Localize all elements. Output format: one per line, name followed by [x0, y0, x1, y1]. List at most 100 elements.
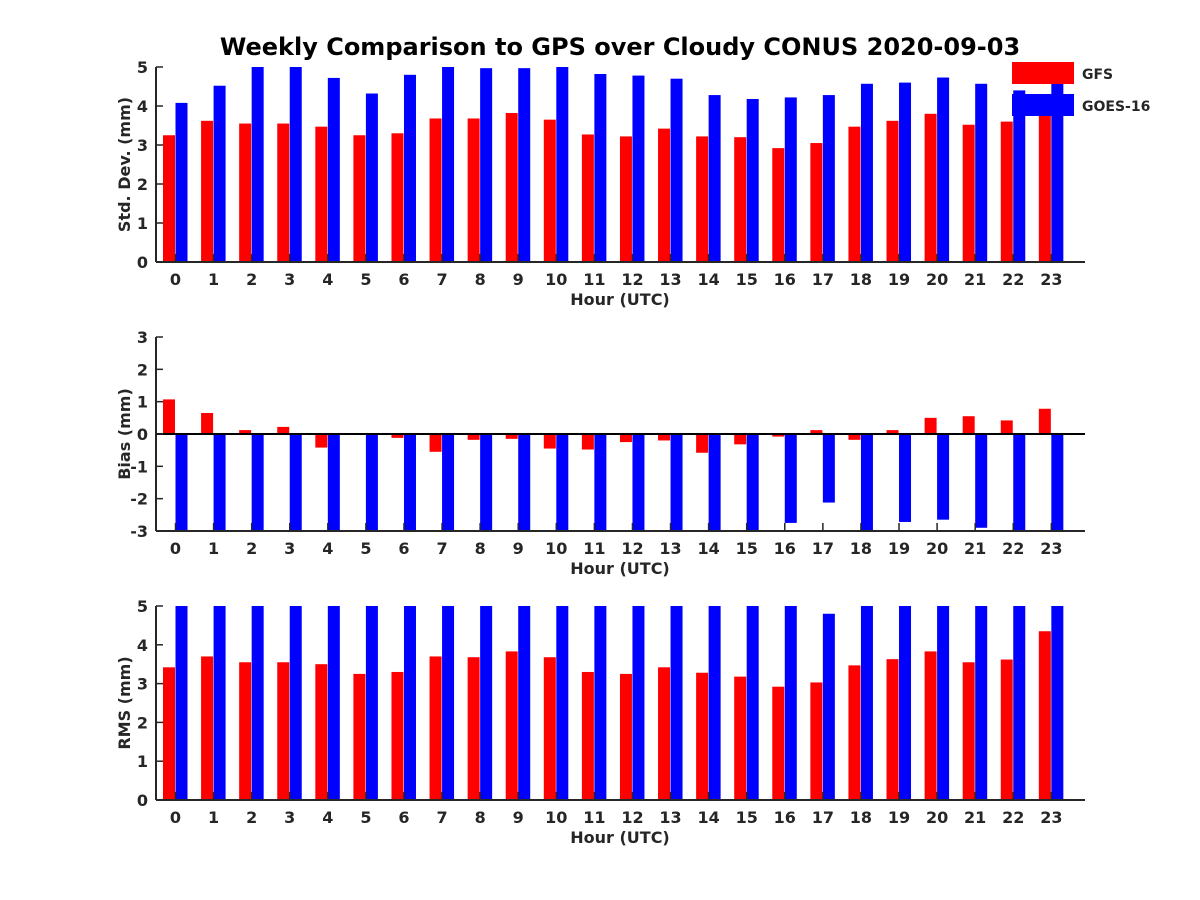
y-tick-label: 4 — [137, 636, 148, 655]
bar-goes-16-hour-7 — [442, 67, 455, 262]
bar-goes-16-hour-10 — [556, 606, 569, 800]
bar-goes-16-hour-18 — [860, 83, 873, 263]
bar-goes-16-hour-2 — [251, 606, 264, 800]
bar-goes-16-hour-23 — [1051, 72, 1064, 262]
bar-goes-16-hour-0 — [175, 102, 188, 262]
legend-label-gfs: GFS — [1082, 67, 1113, 83]
bar-goes-16-hour-19 — [899, 606, 912, 800]
y-axis-label: Bias (mm) — [115, 388, 134, 480]
bar-goes-16-hour-19 — [899, 434, 912, 522]
x-tick-label: 0 — [170, 539, 181, 558]
bar-gfs-hour-12 — [619, 434, 632, 443]
bar-goes-16-hour-11 — [594, 434, 607, 531]
bar-gfs-hour-14 — [696, 672, 709, 800]
legend-label-goes-16: GOES-16 — [1082, 99, 1150, 115]
bar-goes-16-hour-6 — [403, 434, 416, 531]
bar-goes-16-hour-2 — [251, 67, 264, 262]
bar-gfs-hour-0 — [163, 399, 175, 434]
bar-goes-16-hour-15 — [746, 606, 759, 800]
x-tick-label: 18 — [850, 270, 872, 289]
x-tick-label: 18 — [850, 539, 872, 558]
y-tick-label: 5 — [137, 597, 148, 616]
x-tick-label: 8 — [475, 270, 486, 289]
bar-goes-16-hour-0 — [175, 606, 188, 800]
x-tick-label: 21 — [964, 270, 986, 289]
legend-swatch-goes-16 — [1012, 94, 1074, 116]
x-tick-label: 14 — [697, 270, 719, 289]
y-tick-label: 4 — [137, 97, 148, 116]
bar-gfs-hour-17 — [810, 430, 823, 434]
bar-gfs-hour-18 — [848, 126, 861, 262]
x-tick-label: 9 — [513, 270, 524, 289]
bar-gfs-hour-19 — [886, 430, 899, 434]
bar-goes-16-hour-20 — [937, 606, 950, 800]
bar-gfs-hour-6 — [391, 133, 404, 262]
bar-gfs-hour-19 — [886, 659, 899, 800]
bar-gfs-hour-11 — [581, 134, 594, 262]
x-tick-label: 7 — [436, 270, 447, 289]
bar-gfs-hour-8 — [467, 434, 480, 440]
x-tick-label: 11 — [583, 539, 605, 558]
chart-title: Weekly Comparison to GPS over Cloudy CON… — [220, 33, 1020, 61]
bar-goes-16-hour-18 — [860, 606, 873, 800]
x-axis-label: Hour (UTC) — [570, 828, 670, 847]
bar-gfs-hour-12 — [619, 673, 632, 800]
x-tick-label: 12 — [621, 539, 643, 558]
y-tick-label: -3 — [130, 522, 148, 541]
x-tick-label: 21 — [964, 808, 986, 827]
x-tick-label: 17 — [812, 808, 834, 827]
x-tick-label: 9 — [513, 808, 524, 827]
bar-goes-16-hour-21 — [975, 83, 988, 263]
bar-gfs-hour-15 — [734, 676, 747, 800]
y-tick-label: 0 — [137, 791, 148, 810]
x-tick-label: 2 — [246, 808, 257, 827]
bar-gfs-hour-16 — [772, 148, 785, 262]
y-tick-label: 3 — [137, 675, 148, 694]
x-tick-label: 18 — [850, 808, 872, 827]
bar-goes-16-hour-8 — [480, 606, 493, 800]
bar-gfs-hour-8 — [467, 118, 480, 262]
bar-goes-16-hour-9 — [518, 434, 531, 531]
x-tick-label: 13 — [659, 539, 681, 558]
y-tick-label: 3 — [137, 328, 148, 347]
x-tick-label: 1 — [208, 270, 219, 289]
bar-gfs-hour-5 — [353, 673, 366, 800]
x-tick-label: 4 — [322, 808, 333, 827]
x-axis-label: Hour (UTC) — [570, 290, 670, 309]
bar-goes-16-hour-19 — [899, 82, 912, 262]
bar-gfs-hour-13 — [658, 667, 671, 800]
bar-goes-16-hour-15 — [746, 98, 759, 262]
bar-gfs-hour-4 — [315, 434, 328, 448]
bar-gfs-hour-1 — [201, 120, 214, 262]
bar-goes-16-hour-1 — [213, 85, 226, 262]
bar-goes-16-hour-21 — [975, 606, 988, 800]
bar-goes-16-hour-12 — [632, 75, 645, 262]
bar-gfs-hour-13 — [658, 434, 671, 441]
bar-gfs-hour-17 — [810, 682, 823, 800]
x-tick-label: 11 — [583, 808, 605, 827]
bar-gfs-hour-0 — [163, 667, 175, 800]
x-tick-label: 6 — [398, 270, 409, 289]
x-tick-label: 6 — [398, 808, 409, 827]
bar-goes-16-hour-16 — [784, 606, 797, 800]
legend-swatch-gfs — [1012, 62, 1074, 84]
bar-gfs-hour-16 — [772, 686, 785, 800]
bar-gfs-hour-1 — [201, 656, 214, 800]
y-tick-label: 1 — [137, 752, 148, 771]
y-tick-label: -1 — [130, 457, 148, 476]
y-tick-label: 1 — [137, 393, 148, 412]
bar-gfs-hour-20 — [924, 113, 937, 262]
bar-gfs-hour-2 — [239, 430, 252, 434]
x-tick-label: 14 — [697, 539, 719, 558]
bar-goes-16-hour-12 — [632, 434, 645, 531]
bar-gfs-hour-7 — [429, 118, 442, 262]
bar-gfs-hour-14 — [696, 434, 709, 453]
y-tick-label: 3 — [137, 136, 148, 155]
x-tick-label: 13 — [659, 270, 681, 289]
y-tick-label: 1 — [137, 214, 148, 233]
x-tick-label: 1 — [208, 539, 219, 558]
bar-goes-16-hour-13 — [670, 434, 683, 531]
x-tick-label: 14 — [697, 808, 719, 827]
